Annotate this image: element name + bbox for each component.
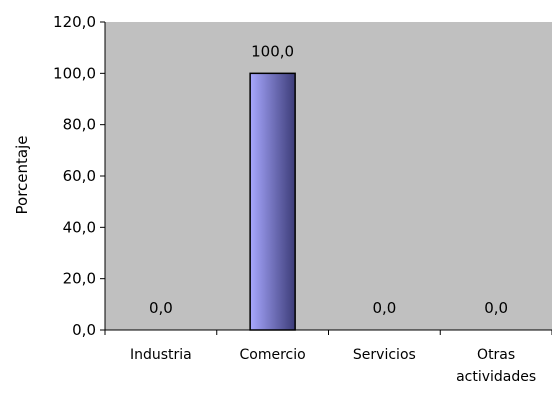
y-tick-label: 80,0 bbox=[63, 116, 96, 134]
y-tick-label: 40,0 bbox=[63, 218, 96, 236]
data-label: 0,0 bbox=[484, 299, 508, 317]
data-label: 0,0 bbox=[149, 299, 173, 317]
y-tick-label: 100,0 bbox=[53, 64, 96, 82]
y-tick-label: 0,0 bbox=[72, 321, 96, 339]
x-category-label: Comercio bbox=[240, 347, 306, 363]
x-category-label: Industria bbox=[130, 347, 192, 363]
x-category-label: Otras actividades bbox=[456, 347, 536, 385]
data-label: 100,0 bbox=[251, 42, 294, 60]
y-axis-label: Porcentaje bbox=[13, 136, 31, 215]
x-category-label: Servicios bbox=[353, 347, 416, 363]
bar bbox=[249, 72, 296, 331]
data-label: 0,0 bbox=[372, 299, 396, 317]
y-tick-label: 60,0 bbox=[63, 167, 96, 185]
y-tick-label: 20,0 bbox=[63, 270, 96, 288]
plot-area bbox=[105, 22, 552, 330]
y-tick-label: 120,0 bbox=[53, 13, 96, 31]
